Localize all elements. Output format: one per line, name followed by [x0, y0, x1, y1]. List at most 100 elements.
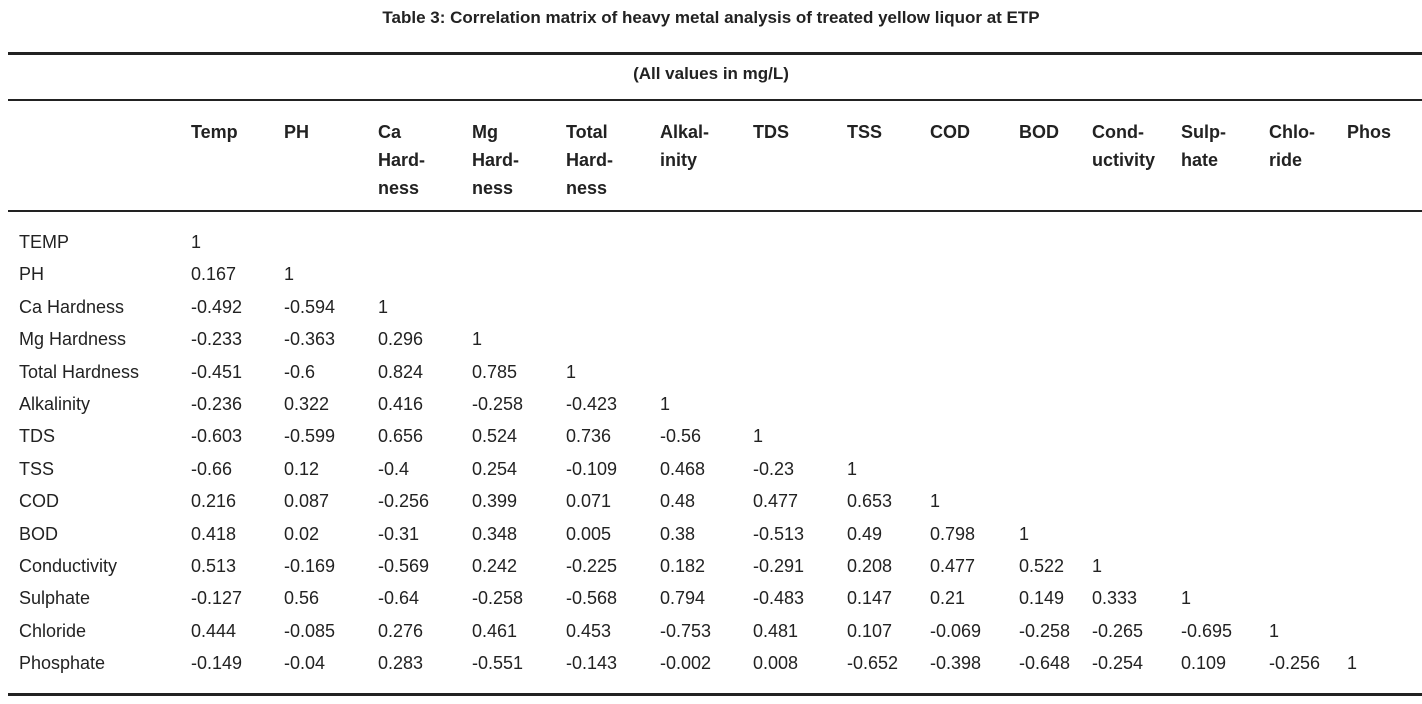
- table-cell: 0.736: [566, 426, 612, 447]
- table-cell: 0.653: [847, 491, 893, 512]
- table-cell: 1: [191, 232, 202, 252]
- table-cell: 0.071: [566, 491, 612, 512]
- table-cell: -0.002: [660, 653, 712, 674]
- column-header: TSS: [847, 122, 883, 142]
- table-cell: -0.648: [1019, 653, 1071, 674]
- table-cell: 0.02: [284, 523, 320, 544]
- table-cell: -0.225: [566, 556, 618, 576]
- table-cell: 0.785: [472, 361, 518, 382]
- table-cell: -0.4: [378, 458, 410, 479]
- table-cell: -0.652: [847, 653, 899, 674]
- table-cell: 1: [660, 394, 671, 414]
- table-cell: 0.513: [191, 556, 237, 576]
- table-cell: -0.256: [1269, 653, 1321, 674]
- row-label: Mg Hardness: [19, 329, 127, 350]
- row-label: Alkalinity: [19, 394, 91, 414]
- table-cell: 0.107: [847, 620, 893, 641]
- table-cell: -0.551: [472, 653, 524, 674]
- table-cell: 1: [1181, 588, 1192, 609]
- table-cell: -0.236: [191, 394, 243, 414]
- column-header: Cond- uctivity: [1092, 122, 1156, 170]
- table-cell: -0.258: [1019, 620, 1071, 641]
- row-label: Chloride: [19, 620, 87, 641]
- table-cell: -0.483: [753, 588, 805, 609]
- table-cell: -0.254: [1092, 653, 1144, 674]
- table-cell: -0.258: [472, 588, 524, 609]
- table-cell: 1: [753, 426, 764, 447]
- header-rule: [8, 210, 1422, 212]
- table-cell: 0.333: [1092, 588, 1138, 609]
- table-title: Table 3: Correlation matrix of heavy met…: [382, 8, 1040, 27]
- table-cell: 0.322: [284, 394, 330, 414]
- table-cell: 1: [1092, 556, 1103, 576]
- column-header: Total Hard- ness: [566, 122, 614, 198]
- table-cell: -0.492: [191, 296, 243, 317]
- table-cell: -0.258: [472, 394, 524, 414]
- row-label: Ca Hardness: [19, 296, 125, 317]
- table-cell: 1: [1019, 523, 1030, 544]
- table-cell: -0.695: [1181, 620, 1233, 641]
- column-header: BOD: [1019, 122, 1059, 142]
- table-cell: 0.477: [753, 491, 799, 512]
- row-label: PH: [19, 264, 45, 285]
- table-cell: 0.38: [660, 523, 696, 544]
- table-cell: -0.069: [930, 620, 982, 641]
- column-header: Mg Hard- ness: [472, 122, 520, 198]
- column-header: Chlo- ride: [1269, 122, 1315, 170]
- units-rule: [8, 99, 1422, 101]
- table-cell: 0.147: [847, 588, 893, 609]
- column-header: Temp: [191, 122, 238, 142]
- table-cell: -0.398: [930, 653, 982, 674]
- table-cell: -0.603: [191, 426, 243, 447]
- row-label: TEMP: [19, 232, 70, 252]
- table-cell: -0.291: [753, 556, 805, 576]
- table-cell: 0.276: [378, 620, 424, 641]
- table-cell: 0.296: [378, 329, 424, 350]
- table-cell: -0.085: [284, 620, 336, 641]
- table-cell: -0.64: [378, 588, 420, 609]
- table-cell: -0.513: [753, 523, 805, 544]
- row-label: Phosphate: [19, 653, 106, 674]
- table-cell: 0.656: [378, 426, 424, 447]
- column-header: Ca Hard- ness: [378, 122, 426, 198]
- table-cell: 0.182: [660, 556, 706, 576]
- column-header: TDS: [753, 122, 789, 142]
- table-cell: 0.005: [566, 523, 612, 544]
- table-cell: 1: [1269, 620, 1280, 641]
- table-cell: 1: [847, 458, 858, 479]
- table-cell: 1: [284, 264, 295, 285]
- column-header: COD: [930, 122, 970, 142]
- table-cell: 0.208: [847, 556, 893, 576]
- table-cell: 0.453: [566, 620, 612, 641]
- table-cell: 0.348: [472, 523, 518, 544]
- table-cell: 0.481: [753, 620, 799, 641]
- table-cell: -0.31: [378, 523, 420, 544]
- column-header: Alkal- inity: [660, 122, 710, 170]
- table-cell: 0.794: [660, 588, 706, 609]
- table-cell: 1: [472, 329, 483, 350]
- table-cell: 1: [378, 296, 389, 317]
- table-cell: -0.66: [191, 458, 233, 479]
- table-cell: -0.594: [284, 296, 336, 317]
- table-cell: -0.149: [191, 653, 243, 674]
- column-header: Phos: [1347, 122, 1392, 142]
- table-cell: 0.109: [1181, 653, 1227, 674]
- table-cell: 0.242: [472, 556, 518, 576]
- row-label: TSS: [19, 458, 55, 479]
- table-cell: 0.48: [660, 491, 696, 512]
- table-cell: -0.363: [284, 329, 336, 350]
- table-cell: -0.599: [284, 426, 336, 447]
- table-cell: -0.6: [284, 361, 316, 382]
- table-cell: 1: [930, 491, 941, 512]
- table-cell: -0.127: [191, 588, 243, 609]
- table-cell: -0.265: [1092, 620, 1144, 641]
- table-cell: 0.49: [847, 523, 883, 544]
- table-cell: 0.399: [472, 491, 518, 512]
- top-rule: [8, 52, 1422, 55]
- table-cell: -0.451: [191, 361, 243, 382]
- table-cell: -0.109: [566, 458, 618, 479]
- table-cell: -0.04: [284, 653, 326, 674]
- table-cell: 0.798: [930, 523, 976, 544]
- row-label: BOD: [19, 523, 59, 544]
- table-cell: 0.254: [472, 458, 518, 479]
